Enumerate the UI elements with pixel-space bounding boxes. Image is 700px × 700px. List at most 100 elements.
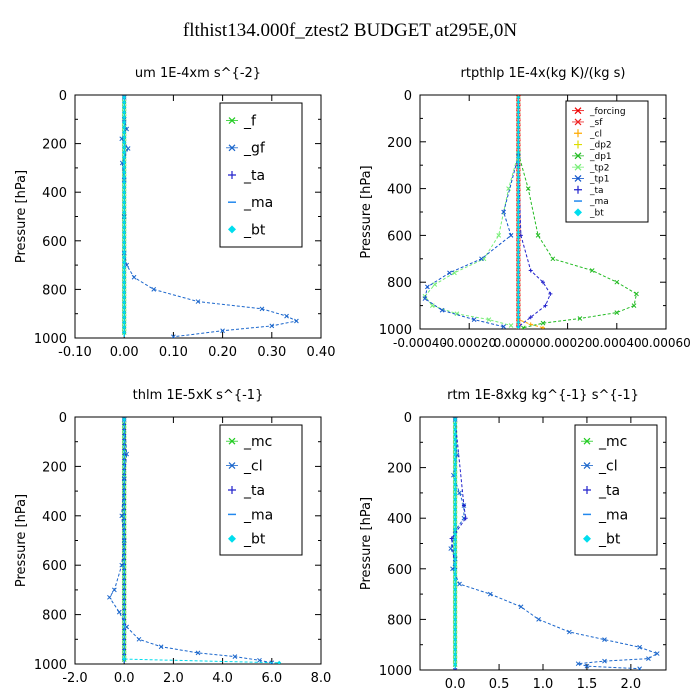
data-point (631, 303, 637, 308)
data-point (543, 303, 548, 308)
y-tick-label: 200 (387, 462, 412, 477)
data-point (516, 110, 521, 115)
data-point (602, 658, 607, 664)
x-tick-label: 0.00000 (494, 336, 544, 350)
series-group (422, 95, 639, 329)
legend-label: _bt (598, 532, 621, 548)
data-point (124, 624, 130, 630)
data-point (122, 275, 127, 280)
subplot-title: rtpthlp 1E-4x(kg K)/(kg s) (461, 66, 626, 81)
x-tick-label: 1.0 (533, 677, 554, 692)
data-point (496, 233, 502, 238)
data-point (516, 255, 521, 260)
data-point (122, 95, 127, 100)
data-point (453, 632, 458, 637)
legend-label: _gf (243, 141, 266, 157)
data-point (122, 290, 127, 295)
data-point (116, 609, 122, 615)
y-axis-label: Pressure [hPa] (359, 165, 374, 258)
data-point (453, 442, 458, 447)
y-tick-label: 600 (387, 563, 412, 578)
data-point (516, 175, 521, 180)
y-tick-label: 1000 (34, 658, 67, 673)
data-point (122, 230, 127, 235)
y-tick-label: 0 (59, 411, 67, 426)
series-group (119, 95, 299, 338)
x-tick-label: 0.00060 (641, 336, 691, 350)
data-point (602, 637, 607, 642)
data-point (614, 310, 620, 315)
data-point (614, 279, 620, 285)
data-point (122, 155, 127, 160)
data-point (122, 130, 127, 135)
series-group (448, 417, 660, 670)
data-point (516, 290, 521, 295)
data-point (646, 656, 651, 661)
data-point (122, 657, 127, 662)
data-point (516, 170, 521, 175)
y-tick-label: 400 (387, 512, 412, 527)
data-point (122, 200, 127, 205)
legend-label: _cl (589, 129, 602, 139)
legend-marker (574, 140, 582, 149)
data-point (122, 125, 127, 130)
data-point (453, 482, 458, 487)
data-point (195, 299, 201, 304)
legend-label: _cl (243, 459, 263, 475)
figure-title: flthist134.000f_ztest2 BUDGET at295E,0N (182, 20, 518, 41)
data-point (479, 256, 484, 262)
data-point (122, 280, 127, 285)
data-point (122, 310, 127, 315)
data-point (508, 233, 514, 238)
x-tick-label: 0.00020 (543, 336, 593, 350)
data-point (541, 325, 545, 329)
data-point (453, 582, 458, 587)
data-point (122, 225, 127, 230)
data-point (516, 210, 521, 215)
y-tick-label: 200 (42, 138, 67, 153)
data-point (122, 110, 127, 115)
data-point (453, 547, 458, 552)
data-point (122, 320, 127, 325)
data-point (453, 457, 458, 462)
data-point (151, 287, 157, 292)
data-point (122, 260, 127, 265)
y-axis-label: Pressure [hPa] (14, 494, 29, 587)
data-point (453, 622, 458, 627)
legend-label: _ma (589, 197, 609, 207)
legend-label: _ma (243, 195, 273, 211)
data-point (259, 306, 265, 312)
data-point (453, 662, 458, 667)
data-point (453, 487, 458, 492)
data-point (541, 280, 545, 285)
data-point (124, 451, 130, 457)
data-point (501, 209, 506, 215)
legend-label: _ma (598, 507, 628, 523)
data-point (453, 607, 458, 612)
data-point (457, 581, 462, 587)
legend-marker (574, 208, 582, 217)
data-point (637, 666, 642, 670)
legend-box (565, 100, 649, 223)
subplot-4: rtm 1E-8xkg kg^{-1} s^{-1} Pressure [hPa]… (359, 388, 667, 692)
legend-label: _mc (243, 434, 272, 450)
data-point (516, 260, 521, 265)
data-point (122, 190, 127, 195)
data-point (448, 546, 454, 551)
legend-label: _cl (598, 459, 618, 475)
data-point (122, 285, 127, 290)
data-point (122, 140, 127, 145)
legend-marker (574, 129, 582, 138)
x-tick-label: -0.10 (58, 345, 92, 360)
legend-label: _dp1 (589, 152, 612, 162)
data-point (654, 651, 660, 656)
data-point (453, 462, 458, 467)
data-point (516, 165, 521, 170)
data-point (171, 334, 176, 338)
data-point (453, 567, 458, 572)
data-point (195, 650, 201, 656)
legend-marker (228, 486, 236, 494)
data-point (577, 316, 583, 321)
data-point (536, 617, 541, 622)
data-point (119, 562, 125, 568)
